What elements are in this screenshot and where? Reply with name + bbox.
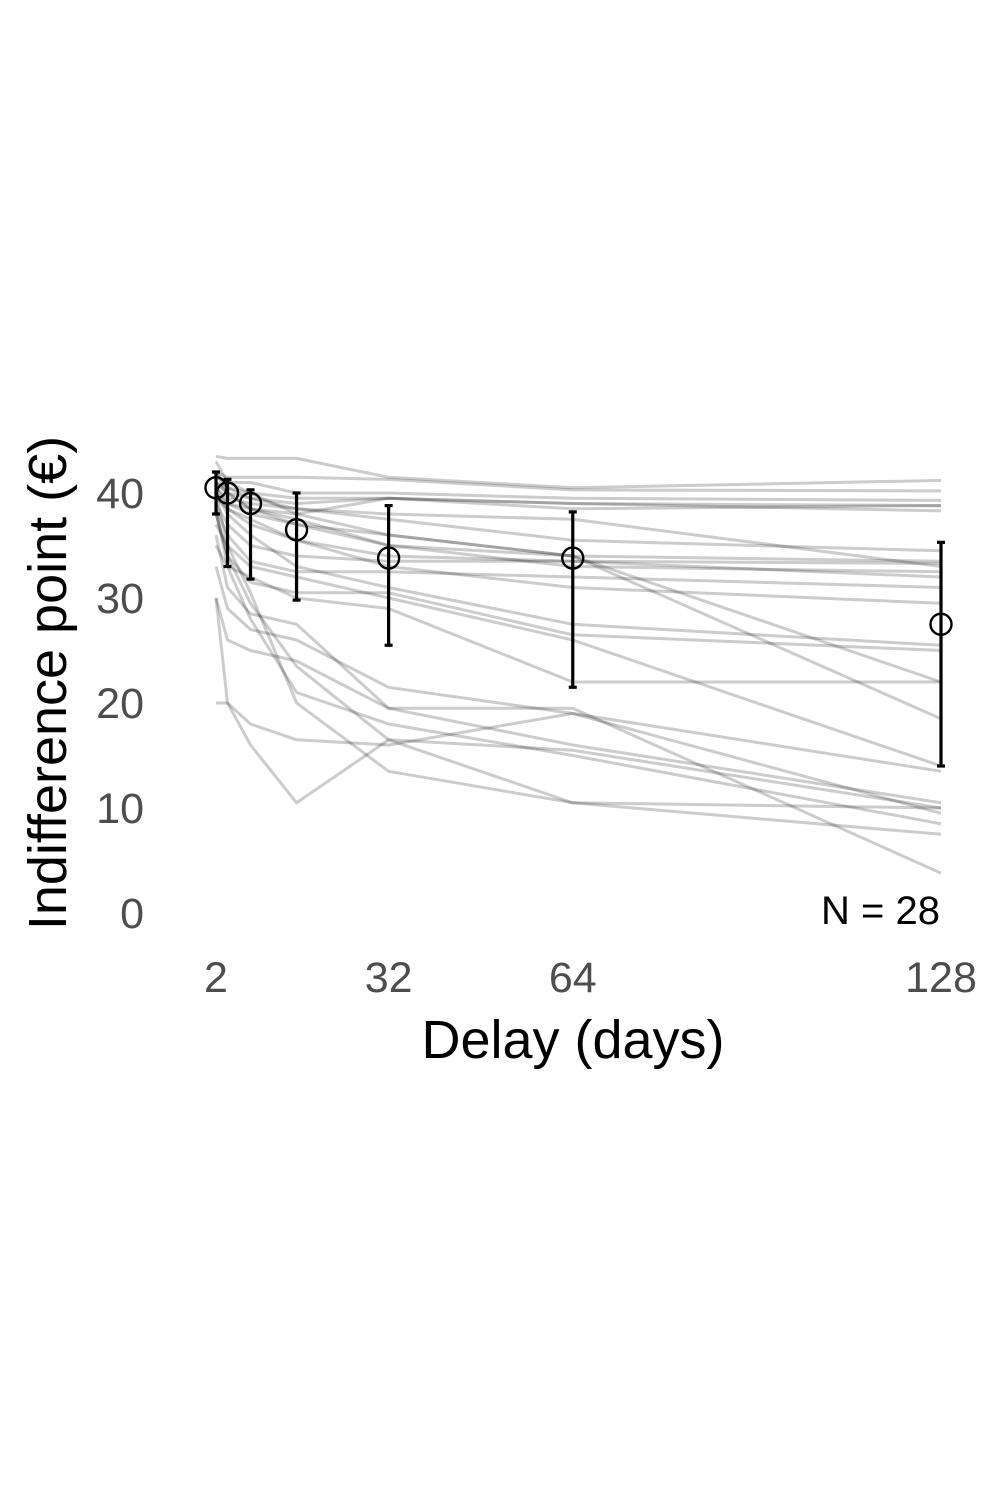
x-tick-32: 32 <box>365 954 413 1002</box>
mean-point-4 <box>215 481 240 505</box>
mean-point-64 <box>561 546 585 570</box>
x-axis-ticks: 2 32 64 128 <box>204 954 977 1002</box>
y-tick-20: 20 <box>96 680 144 728</box>
subject-line-2 <box>215 470 942 493</box>
y-tick-40: 40 <box>96 470 144 518</box>
y-axis-title: Indifference point (€) <box>18 436 78 930</box>
x-tick-64: 64 <box>549 954 597 1002</box>
x-tick-128: 128 <box>905 954 977 1002</box>
subject-lines <box>214 454 942 875</box>
mean-point-16 <box>284 518 309 542</box>
subject-line-27 <box>216 701 942 815</box>
x-tick-2: 2 <box>204 954 228 1002</box>
sample-size-annotation: N = 28 <box>821 889 940 933</box>
y-axis-ticks: 0 10 20 30 40 <box>96 470 144 938</box>
subject-line-28 <box>214 597 942 810</box>
subject-line-26 <box>214 597 942 875</box>
y-tick-10: 10 <box>96 785 144 833</box>
subject-line-22 <box>214 534 942 805</box>
subject-line-1 <box>215 454 942 490</box>
x-axis-title: Delay (days) <box>421 1010 724 1070</box>
y-tick-30: 30 <box>96 575 144 623</box>
mean-point-8 <box>238 491 263 516</box>
mean-point-2 <box>204 476 228 500</box>
mean-point-32 <box>376 546 401 570</box>
mean-point-128 <box>929 612 953 636</box>
y-tick-0: 0 <box>120 890 144 938</box>
mean-series <box>204 470 953 768</box>
subject-line-21 <box>214 566 942 773</box>
